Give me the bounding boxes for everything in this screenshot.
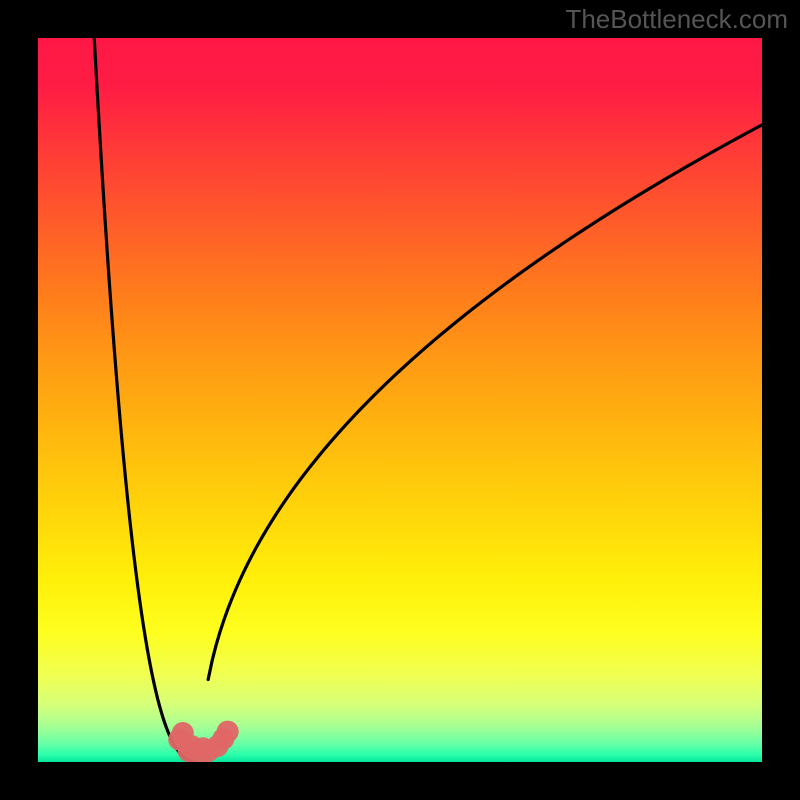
- curve-right-branch: [208, 125, 762, 680]
- cluster-dot: [217, 721, 239, 743]
- curve-left-branch: [92, 2, 193, 762]
- curve-layer: [0, 0, 800, 800]
- figure-root: TheBottleneck.com: [0, 0, 800, 800]
- watermark-text: TheBottleneck.com: [565, 4, 788, 35]
- cluster-dot: [192, 737, 214, 759]
